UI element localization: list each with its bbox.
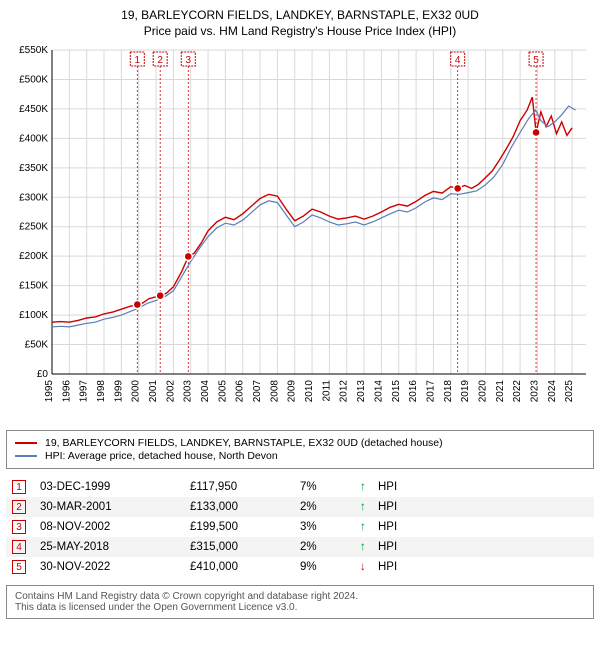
svg-text:2017: 2017 xyxy=(425,380,436,403)
svg-text:2012: 2012 xyxy=(339,380,350,403)
svg-text:2000: 2000 xyxy=(131,380,142,403)
svg-text:2024: 2024 xyxy=(547,380,558,403)
svg-text:£0: £0 xyxy=(37,369,49,380)
transaction-date: 25-MAY-2018 xyxy=(40,541,190,553)
direction-arrow-icon: ↑ xyxy=(360,501,378,513)
table-row: 1 03-DEC-1999£117,9507%↑HPI xyxy=(6,477,594,497)
svg-text:2011: 2011 xyxy=(321,380,332,402)
svg-text:2006: 2006 xyxy=(235,380,246,403)
title-address: 19, BARLEYCORN FIELDS, LANDKEY, BARNSTAP… xyxy=(6,8,594,22)
svg-text:2015: 2015 xyxy=(391,380,402,403)
transaction-benchmark: HPI xyxy=(378,541,397,553)
svg-text:2001: 2001 xyxy=(148,380,159,403)
direction-arrow-icon: ↑ xyxy=(360,481,378,493)
transaction-price: £410,000 xyxy=(190,561,300,573)
svg-text:2023: 2023 xyxy=(529,380,540,403)
svg-text:4: 4 xyxy=(455,55,461,66)
svg-text:2014: 2014 xyxy=(373,380,384,403)
footer-line: Contains HM Land Registry data © Crown c… xyxy=(15,591,585,602)
footer-line: This data is licensed under the Open Gov… xyxy=(15,602,585,613)
svg-text:£50K: £50K xyxy=(25,340,49,351)
transaction-benchmark: HPI xyxy=(378,521,397,533)
chart-area: £0 £50K £100K £150K £200K £250K £300K £350K £400… xyxy=(6,44,594,424)
transaction-marker: 5 xyxy=(12,560,26,574)
svg-text:2005: 2005 xyxy=(217,380,228,403)
transaction-marker: 4 xyxy=(12,540,26,554)
transaction-pct: 2% xyxy=(300,501,360,513)
svg-text:2003: 2003 xyxy=(183,380,194,403)
transaction-benchmark: HPI xyxy=(378,501,397,513)
svg-text:1996: 1996 xyxy=(61,380,72,403)
svg-text:2020: 2020 xyxy=(477,380,488,403)
svg-text:2004: 2004 xyxy=(200,380,211,403)
transaction-marker: 1 xyxy=(12,480,26,494)
svg-text:2021: 2021 xyxy=(495,380,506,403)
svg-text:£250K: £250K xyxy=(19,222,48,233)
chart-svg: £0 £50K £100K £150K £200K £250K £300K £350K £400… xyxy=(6,44,594,424)
svg-text:2025: 2025 xyxy=(564,380,575,403)
svg-text:1: 1 xyxy=(135,55,141,66)
footer-attribution: Contains HM Land Registry data © Crown c… xyxy=(6,585,594,619)
transaction-date: 03-DEC-1999 xyxy=(40,481,190,493)
svg-text:£300K: £300K xyxy=(19,192,48,203)
table-row: 2 30-MAR-2001£133,0002%↑HPI xyxy=(6,497,594,517)
svg-text:2008: 2008 xyxy=(269,380,280,403)
svg-text:2009: 2009 xyxy=(287,380,298,403)
svg-text:£100K: £100K xyxy=(19,310,48,321)
transaction-benchmark: HPI xyxy=(378,481,397,493)
legend-swatch xyxy=(15,455,37,457)
legend-label: HPI: Average price, detached house, Nort… xyxy=(45,450,278,462)
svg-text:2010: 2010 xyxy=(304,380,315,403)
svg-text:£500K: £500K xyxy=(19,74,48,85)
transaction-pct: 2% xyxy=(300,541,360,553)
svg-text:£200K: £200K xyxy=(19,251,48,262)
transaction-pct: 7% xyxy=(300,481,360,493)
legend-row: HPI: Average price, detached house, Nort… xyxy=(15,450,585,462)
svg-text:1995: 1995 xyxy=(44,380,55,403)
direction-arrow-icon: ↓ xyxy=(360,561,378,573)
direction-arrow-icon: ↑ xyxy=(360,541,378,553)
legend: 19, BARLEYCORN FIELDS, LANDKEY, BARNSTAP… xyxy=(6,430,594,469)
legend-swatch xyxy=(15,442,37,444)
legend-row: 19, BARLEYCORN FIELDS, LANDKEY, BARNSTAP… xyxy=(15,437,585,449)
svg-text:2019: 2019 xyxy=(460,380,471,403)
table-row: 3 08-NOV-2002£199,5003%↑HPI xyxy=(6,517,594,537)
transaction-pct: 3% xyxy=(300,521,360,533)
transaction-pct: 9% xyxy=(300,561,360,573)
svg-text:£450K: £450K xyxy=(19,104,48,115)
svg-text:£150K: £150K xyxy=(19,281,48,292)
table-row: 4 25-MAY-2018£315,0002%↑HPI xyxy=(6,537,594,557)
transaction-date: 30-NOV-2022 xyxy=(40,561,190,573)
transaction-date: 30-MAR-2001 xyxy=(40,501,190,513)
svg-text:2: 2 xyxy=(157,55,163,66)
transaction-marker: 2 xyxy=(12,500,26,514)
table-row: 5 30-NOV-2022£410,0009%↓HPI xyxy=(6,557,594,577)
svg-text:£400K: £400K xyxy=(19,133,48,144)
svg-text:1997: 1997 xyxy=(79,380,90,403)
svg-text:3: 3 xyxy=(185,55,191,66)
chart-titles: 19, BARLEYCORN FIELDS, LANDKEY, BARNSTAP… xyxy=(6,8,594,38)
svg-text:5: 5 xyxy=(533,55,539,66)
transaction-marker: 3 xyxy=(12,520,26,534)
svg-text:£550K: £550K xyxy=(19,45,48,56)
transaction-price: £133,000 xyxy=(190,501,300,513)
transaction-price: £199,500 xyxy=(190,521,300,533)
svg-text:2018: 2018 xyxy=(443,380,454,403)
direction-arrow-icon: ↑ xyxy=(360,521,378,533)
svg-text:2022: 2022 xyxy=(512,380,523,403)
svg-text:2007: 2007 xyxy=(252,380,263,403)
svg-text:2016: 2016 xyxy=(408,380,419,403)
transaction-date: 08-NOV-2002 xyxy=(40,521,190,533)
transaction-price: £315,000 xyxy=(190,541,300,553)
transaction-benchmark: HPI xyxy=(378,561,397,573)
legend-label: 19, BARLEYCORN FIELDS, LANDKEY, BARNSTAP… xyxy=(45,437,443,449)
svg-text:1998: 1998 xyxy=(96,380,107,403)
svg-text:2002: 2002 xyxy=(165,380,176,403)
transactions-table: 103-DEC-1999£117,9507%↑HPI230-MAR-2001£1… xyxy=(6,477,594,577)
title-subtitle: Price paid vs. HM Land Registry's House … xyxy=(6,24,594,38)
svg-text:2013: 2013 xyxy=(356,380,367,403)
svg-text:1999: 1999 xyxy=(113,380,124,403)
svg-text:£350K: £350K xyxy=(19,163,48,174)
transaction-price: £117,950 xyxy=(190,481,300,493)
